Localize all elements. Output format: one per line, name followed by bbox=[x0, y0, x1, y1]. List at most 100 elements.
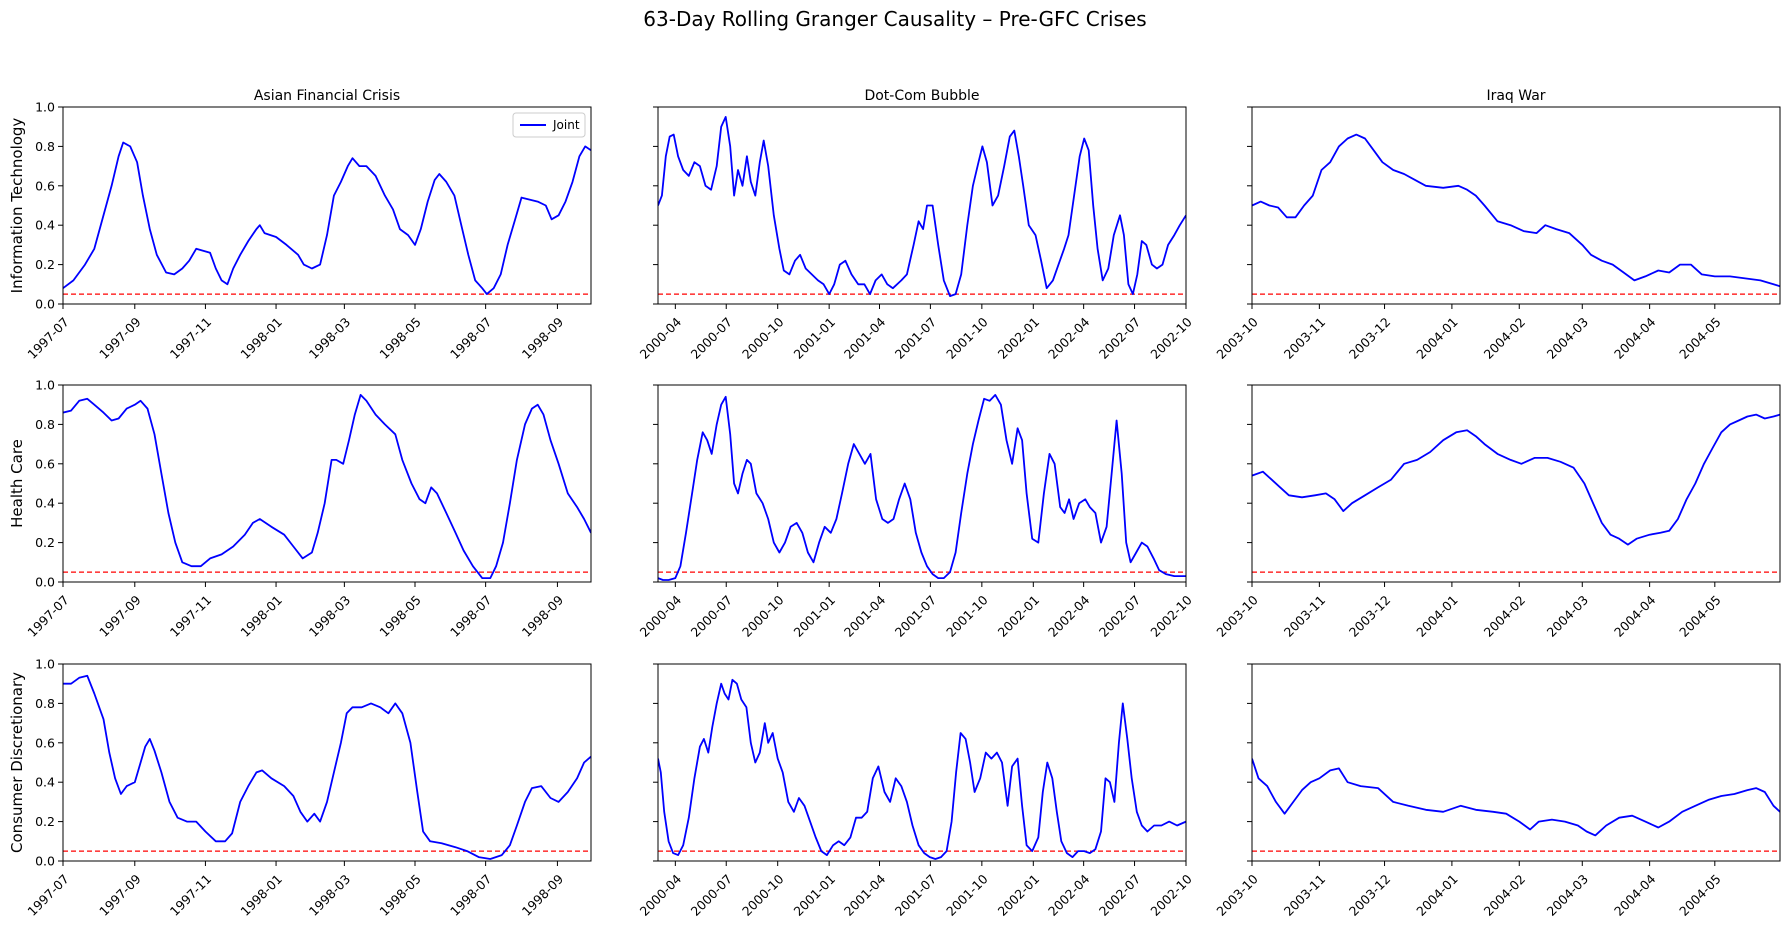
axes-frame bbox=[657, 106, 1187, 305]
row-label: Information Technology bbox=[8, 118, 26, 294]
series-line-joint bbox=[63, 394, 591, 579]
x-tick-label: 1997-09 bbox=[96, 592, 144, 640]
x-tick-label: 2001-01 bbox=[791, 592, 839, 640]
x-tick-label: 2001-01 bbox=[791, 871, 839, 919]
row-label: Health Care bbox=[8, 439, 26, 528]
y-tick-label: 0.6 bbox=[35, 735, 55, 750]
x-tick-label: 2004-02 bbox=[1481, 592, 1529, 640]
y-tick-label: 0.6 bbox=[35, 178, 55, 193]
x-tick-label: 2001-04 bbox=[841, 592, 889, 640]
x-tick-label: 2002-01 bbox=[995, 314, 1043, 362]
x-tick-label: 2002-07 bbox=[1096, 592, 1144, 640]
x-tick-label: 2004-03 bbox=[1544, 871, 1592, 919]
x-tick-label: 2002-07 bbox=[1096, 314, 1144, 362]
panel-r0-c1: 2000-04 2000-07 2000-10 2001-01 2001-04 2001-… bbox=[637, 88, 1195, 362]
x-tick-label: 2004-04 bbox=[1611, 871, 1659, 919]
y-tick-label: 0.8 bbox=[35, 696, 55, 711]
panel-r1-c2: 2003-10 2003-11 2003-12 2004-01 2004-02 2004-… bbox=[1213, 384, 1781, 640]
axes-frame bbox=[1251, 106, 1781, 305]
x-tick-label: 2003-12 bbox=[1346, 871, 1394, 919]
x-tick-label: 2004-05 bbox=[1676, 871, 1724, 919]
axes-frame bbox=[1251, 663, 1781, 862]
x-tick-label: 2000-07 bbox=[688, 592, 736, 640]
x-tick-label: 1998-09 bbox=[519, 314, 567, 362]
x-tick-label: 2000-04 bbox=[637, 314, 685, 362]
legend-box bbox=[512, 112, 586, 138]
row-label: Consumer Discretionary bbox=[8, 672, 26, 853]
x-tick-label: 2001-10 bbox=[943, 592, 991, 640]
x-tick-label: 2004-01 bbox=[1413, 314, 1461, 362]
panel-grid: 0.0 0.2 0.4 0.6 0.8 1.0 1997-07 1997-09 1997-11 1… bbox=[8, 88, 1781, 919]
x-tick-label: 2004-01 bbox=[1413, 871, 1461, 919]
series-line-joint bbox=[1252, 133, 1780, 288]
y-tick-label: 0.8 bbox=[35, 139, 55, 154]
y-tick-label: 0.2 bbox=[35, 814, 55, 829]
y-tick-label: 0.4 bbox=[35, 496, 55, 511]
y-tick-label: 1.0 bbox=[35, 657, 55, 672]
x-tick-label: 2003-10 bbox=[1213, 314, 1261, 362]
x-tick-label: 1997-07 bbox=[24, 871, 72, 919]
x-tick-label: 2003-10 bbox=[1213, 592, 1261, 640]
x-tick-label: 2003-11 bbox=[1281, 871, 1329, 919]
x-tick-label: 2003-11 bbox=[1281, 314, 1329, 362]
legend-label: Joint bbox=[552, 118, 580, 132]
series-line-joint bbox=[63, 141, 591, 295]
figure-title: 63-Day Rolling Granger Causality – Pre-G… bbox=[643, 7, 1146, 31]
x-tick-label: 1997-11 bbox=[167, 592, 215, 640]
x-tick-label: 1998-07 bbox=[447, 592, 495, 640]
axes-frame bbox=[657, 663, 1187, 862]
x-tick-label: 2001-07 bbox=[892, 871, 940, 919]
x-tick-label: 1998-07 bbox=[447, 871, 495, 919]
x-tick-label: 2000-07 bbox=[688, 314, 736, 362]
x-tick-label: 2000-07 bbox=[688, 871, 736, 919]
x-tick-label: 1998-07 bbox=[447, 314, 495, 362]
legend: Joint bbox=[512, 112, 586, 138]
series-line-joint bbox=[658, 116, 1186, 297]
y-tick-label: 0.6 bbox=[35, 456, 55, 471]
x-tick-label: 1997-07 bbox=[24, 314, 72, 362]
x-tick-label: 2002-07 bbox=[1096, 871, 1144, 919]
x-tick-label: 1997-07 bbox=[24, 592, 72, 640]
x-tick-label: 2003-12 bbox=[1346, 314, 1394, 362]
series-line-joint bbox=[658, 678, 1186, 860]
x-tick-label: 1998-09 bbox=[519, 592, 567, 640]
x-tick-label: 1997-11 bbox=[167, 871, 215, 919]
axes-frame bbox=[62, 663, 592, 862]
x-tick-label: 2002-10 bbox=[1147, 871, 1195, 919]
y-tick-label: 0.2 bbox=[35, 535, 55, 550]
axes-frame bbox=[657, 384, 1187, 583]
panel-r0-c0: 0.0 0.2 0.4 0.6 0.8 1.0 1997-07 1997-09 1997-11 1… bbox=[8, 88, 592, 362]
y-tick-label: 0.4 bbox=[35, 218, 55, 233]
x-tick-label: 2001-07 bbox=[892, 314, 940, 362]
x-tick-label: 2002-10 bbox=[1147, 592, 1195, 640]
x-tick-label: 1998-01 bbox=[237, 871, 285, 919]
x-tick-label: 1998-01 bbox=[237, 314, 285, 362]
series-line-joint bbox=[658, 394, 1186, 581]
x-tick-label: 2002-04 bbox=[1045, 592, 1093, 640]
x-tick-label: 1997-09 bbox=[96, 314, 144, 362]
series-line-joint bbox=[1252, 413, 1780, 546]
y-tick-label: 0.0 bbox=[35, 854, 55, 869]
axes-frame bbox=[62, 384, 592, 583]
column-title: Iraq War bbox=[1486, 88, 1545, 104]
y-tick-label: 0.2 bbox=[35, 257, 55, 272]
x-tick-label: 2004-01 bbox=[1413, 592, 1461, 640]
x-tick-label: 1998-03 bbox=[306, 592, 354, 640]
x-tick-label: 2000-10 bbox=[739, 314, 787, 362]
y-tick-label: 1.0 bbox=[35, 100, 55, 115]
column-title: Asian Financial Crisis bbox=[254, 88, 400, 104]
x-tick-label: 2003-11 bbox=[1281, 592, 1329, 640]
x-tick-label: 2000-10 bbox=[739, 871, 787, 919]
y-tick-label: 0.0 bbox=[35, 297, 55, 312]
x-tick-label: 2004-03 bbox=[1544, 314, 1592, 362]
x-tick-label: 2001-01 bbox=[791, 314, 839, 362]
x-tick-label: 2002-04 bbox=[1045, 314, 1093, 362]
x-tick-label: 2001-10 bbox=[943, 314, 991, 362]
x-tick-label: 2004-04 bbox=[1611, 592, 1659, 640]
x-tick-label: 1997-11 bbox=[167, 314, 215, 362]
x-tick-label: 2002-04 bbox=[1045, 871, 1093, 919]
panel-r1-c1: 2000-04 2000-07 2000-10 2001-01 2001-04 2001-… bbox=[637, 384, 1195, 640]
y-tick-label: 0.0 bbox=[35, 575, 55, 590]
x-tick-label: 2002-01 bbox=[995, 592, 1043, 640]
